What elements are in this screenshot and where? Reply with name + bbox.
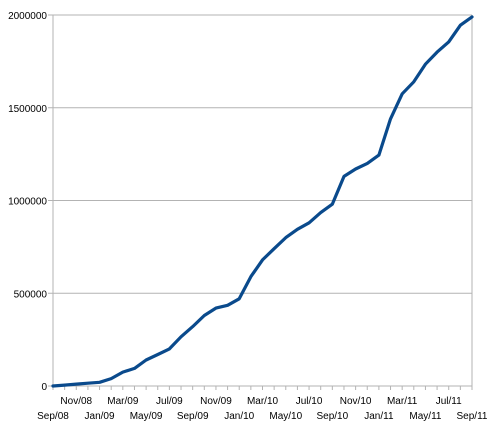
x-tick-label: Nov/10 [340, 396, 372, 407]
x-tick-label: Sep/10 [316, 411, 348, 422]
x-tick-label: Mar/11 [387, 396, 418, 407]
x-tick-label: Jan/10 [224, 411, 254, 422]
x-tick-label: May/09 [130, 411, 163, 422]
x-tick-label: Sep/08 [37, 411, 69, 422]
x-tick-label: Sep/11 [457, 411, 488, 422]
x-tick-label: Mar/10 [247, 396, 279, 407]
x-tick-label: Jan/11 [364, 411, 394, 422]
x-tick-label: Nov/08 [60, 396, 92, 407]
y-tick-label: 0 [41, 382, 47, 393]
series-line [51, 15, 474, 388]
x-tick-label: Jul/10 [296, 396, 323, 407]
x-tick-label: Nov/09 [200, 396, 232, 407]
x-tick-label: Jan/09 [85, 411, 115, 422]
y-tick-label: 1000000 [8, 197, 47, 208]
series-group [51, 15, 474, 388]
x-tick-label: May/11 [409, 411, 441, 422]
x-tick-label: Mar/09 [107, 396, 139, 407]
y-tick-label: 500000 [14, 289, 48, 300]
x-tick-label: Jul/09 [156, 396, 183, 407]
y-tick-label: 2000000 [8, 11, 47, 22]
x-tick-label: May/10 [269, 411, 302, 422]
y-axis-ticks: 0 500000 1000000 1500000 2000000 [8, 11, 53, 393]
x-axis-ticks: Sep/08 Jan/09 May/09 Sep/09 Jan/10 May/10 Sep/… [37, 386, 488, 422]
gridlines [53, 14, 472, 294]
x-tick-label: Jul/11 [436, 396, 462, 407]
y-tick-label: 1500000 [8, 104, 47, 115]
x-tick-label: Sep/09 [177, 411, 209, 422]
